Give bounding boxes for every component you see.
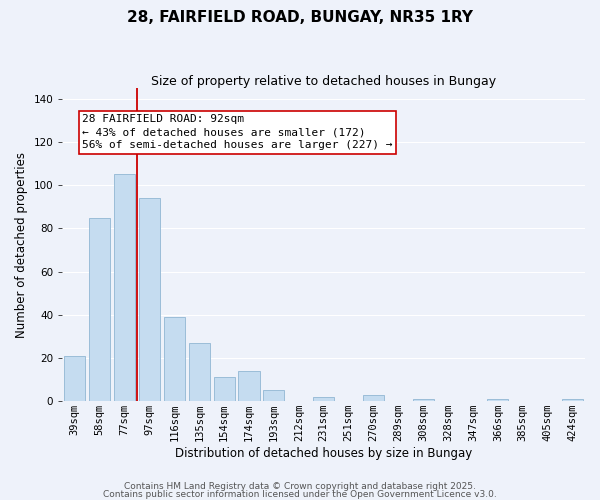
- Title: Size of property relative to detached houses in Bungay: Size of property relative to detached ho…: [151, 75, 496, 88]
- Bar: [238, 371, 260, 401]
- Bar: [363, 394, 384, 401]
- Text: Contains HM Land Registry data © Crown copyright and database right 2025.: Contains HM Land Registry data © Crown c…: [124, 482, 476, 491]
- Bar: [413, 399, 434, 401]
- Bar: [562, 399, 583, 401]
- Bar: [487, 399, 508, 401]
- Bar: [64, 356, 85, 401]
- Bar: [139, 198, 160, 401]
- X-axis label: Distribution of detached houses by size in Bungay: Distribution of detached houses by size …: [175, 447, 472, 460]
- Text: Contains public sector information licensed under the Open Government Licence v3: Contains public sector information licen…: [103, 490, 497, 499]
- Text: 28 FAIRFIELD ROAD: 92sqm
← 43% of detached houses are smaller (172)
56% of semi-: 28 FAIRFIELD ROAD: 92sqm ← 43% of detach…: [82, 114, 393, 150]
- Text: 28, FAIRFIELD ROAD, BUNGAY, NR35 1RY: 28, FAIRFIELD ROAD, BUNGAY, NR35 1RY: [127, 10, 473, 25]
- Bar: [313, 397, 334, 401]
- Bar: [89, 218, 110, 401]
- Bar: [263, 390, 284, 401]
- Y-axis label: Number of detached properties: Number of detached properties: [15, 152, 28, 338]
- Bar: [114, 174, 135, 401]
- Bar: [164, 317, 185, 401]
- Bar: [214, 378, 235, 401]
- Bar: [188, 343, 210, 401]
